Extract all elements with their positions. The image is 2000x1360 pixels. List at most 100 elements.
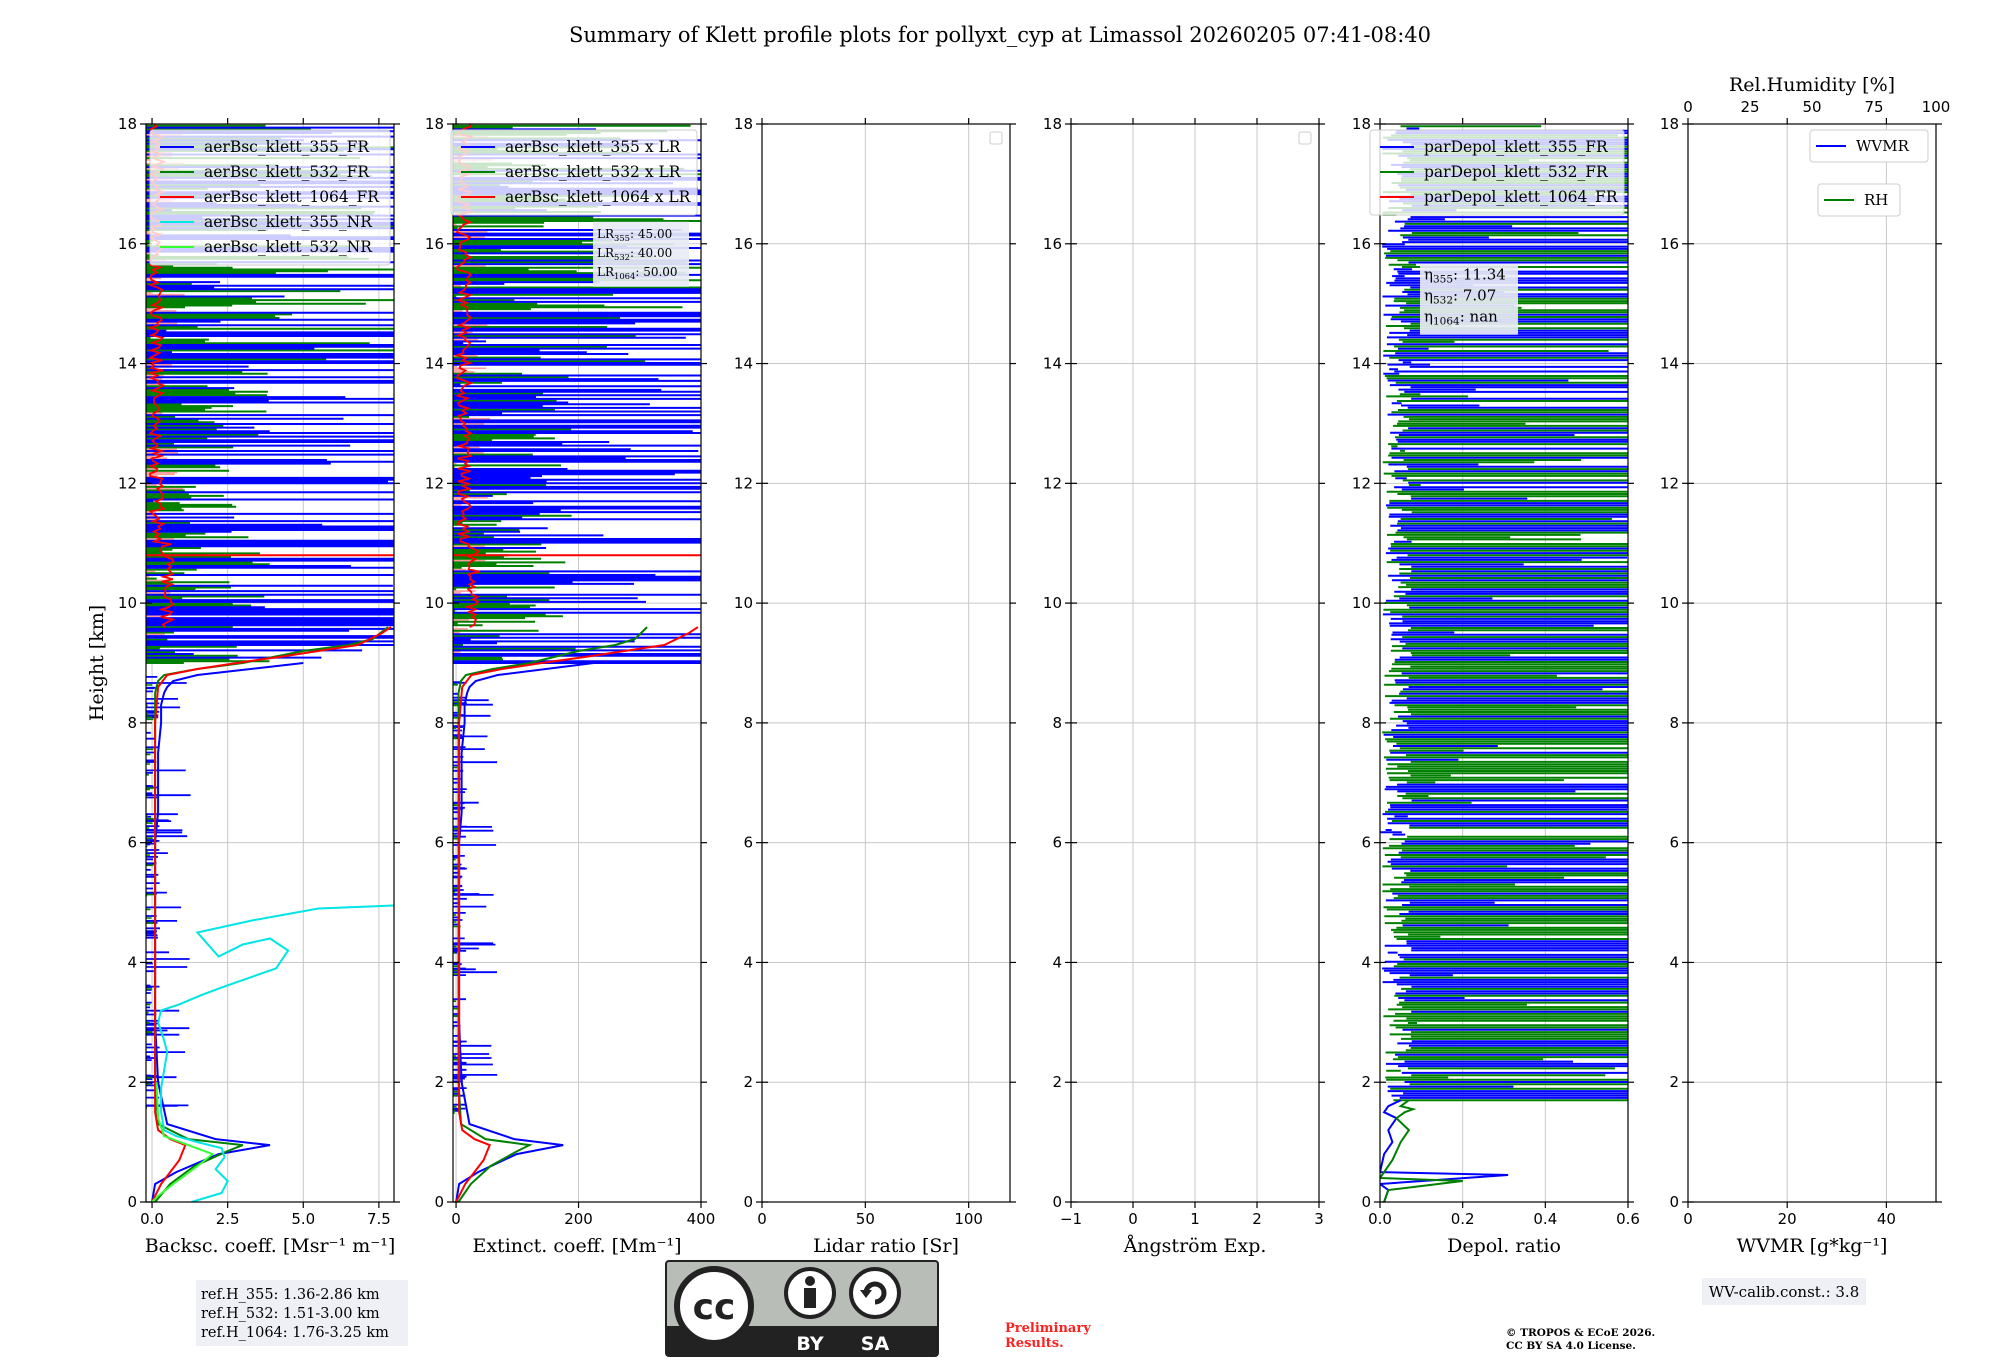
x-tick-label: 0.0 (1368, 1210, 1392, 1228)
x-tick-label: 7.5 (367, 1210, 391, 1228)
y-tick-label: 14 (1352, 355, 1371, 373)
y-tick-label: 12 (734, 474, 753, 492)
x2-tick-label: 75 (1864, 98, 1883, 116)
legend-box (450, 129, 698, 216)
series-aerBsc_klett_355_NR (157, 904, 394, 1202)
y-tick-label: 10 (1043, 594, 1062, 612)
noise-green (1382, 125, 1628, 1102)
y-tick-label: 16 (425, 235, 444, 253)
y-tick-label: 16 (1352, 235, 1371, 253)
x-tick-label: 1 (1190, 1210, 1200, 1228)
svg-text:cc: cc (693, 1287, 736, 1328)
ref-height-1064: ref.H_1064: 1.76-3.25 km (201, 1325, 389, 1341)
y-tick-label: 2 (1669, 1073, 1679, 1091)
cc-logo-icon (674, 1266, 754, 1346)
x-axis-label: Ångström Exp. (1123, 1235, 1267, 1257)
axes-frame (1379, 123, 1629, 1203)
y-tick-label: 4 (1361, 953, 1371, 971)
series-parDepol_klett_355_FR (1380, 1099, 1509, 1202)
copyright-line2: CC BY SA 4.0 License. (1506, 1340, 1636, 1352)
y-tick-label: 6 (1361, 834, 1371, 852)
x-tick-label: 0 (451, 1210, 461, 1228)
cc-license-badge: cc BY SA (665, 1260, 939, 1357)
y-tick-label: 18 (734, 115, 753, 133)
y-tick-label: 16 (118, 235, 137, 253)
x2-axis-label: Rel.Humidity [%] (1729, 74, 1895, 96)
data-layer (453, 124, 701, 1202)
y-tick-label: 6 (1669, 834, 1679, 852)
series-aerBsc_klett_1064 x LR (455, 626, 699, 1202)
legend-label: aerBsc_klett_532_FR (204, 163, 370, 181)
annotation-box (593, 221, 689, 287)
legend-box (1369, 129, 1625, 216)
y-tick-label: 4 (743, 953, 753, 971)
legend-label: parDepol_klett_532_FR (1424, 163, 1609, 181)
y-tick-label: 4 (434, 953, 444, 971)
series-aerBsc_klett_532 x LR (457, 626, 648, 1202)
y-tick-label: 14 (1043, 355, 1062, 373)
preliminary-label-line2: Results. (1005, 1336, 1064, 1351)
x-axis-label: Backsc. coeff. [Msr⁻¹ m⁻¹] (145, 1235, 396, 1257)
annotation-box (1420, 263, 1518, 335)
y-tick-label: 14 (734, 355, 753, 373)
cc-by-label: BY (796, 1333, 823, 1355)
y-tick-label: 2 (1361, 1073, 1371, 1091)
x-tick-label: 0.0 (140, 1210, 164, 1228)
legend-box (149, 129, 391, 266)
x-tick-label: 0.2 (1451, 1210, 1475, 1228)
panel-1: 0 2 4 6 8 10 12 14 16 18 0.0 2.5 5.0 7.5 Backsc. coeff… (86, 115, 400, 1257)
legend-label: WVMR (1856, 137, 1910, 155)
y-tick-label: 14 (1660, 355, 1679, 373)
y-tick-label: 10 (118, 594, 137, 612)
y-tick-label: 0 (127, 1193, 137, 1211)
y-tick-label: 4 (127, 953, 137, 971)
y-tick-label: 18 (1352, 115, 1371, 133)
y-tick-label: 4 (1052, 953, 1062, 971)
copyright-line1: © TROPOS & ECoE 2026. (1506, 1327, 1655, 1339)
figure-title: Summary of Klett profile plots for polly… (569, 23, 1431, 47)
y-tick-label: 4 (1669, 953, 1679, 971)
y-tick-label: 16 (1660, 235, 1679, 253)
x2-tick-label: 0 (1683, 98, 1693, 116)
legend-label: aerBsc_klett_355_NR (204, 213, 373, 231)
annotation-line: LR1064: 50.00 (597, 265, 678, 281)
legend-label: RH (1864, 191, 1888, 209)
x2-tick-label: 100 (1922, 98, 1951, 116)
annotation-line: η355: 11.34 (1424, 266, 1506, 286)
x-axis-label: Extinct. coeff. [Mm⁻¹] (472, 1235, 681, 1257)
x-tick-label: 0.6 (1616, 1210, 1640, 1228)
x-tick-label: 2.5 (216, 1210, 240, 1228)
y-tick-label: 2 (1052, 1073, 1062, 1091)
x-tick-label: 5.0 (291, 1210, 315, 1228)
legend-label: aerBsc_klett_355 x LR (505, 138, 682, 156)
panel-5: 0 2 4 6 8 10 12 14 16 18 0.0 0.2 0.4 0.6 Depol. ratio p… (1352, 115, 1640, 1257)
preliminary-label-line1: Preliminary (1005, 1321, 1091, 1336)
axes-frame (1687, 123, 1937, 1203)
y-tick-label: 12 (425, 474, 444, 492)
legend-label: aerBsc_klett_1064_FR (204, 188, 380, 206)
empty-legend (1298, 131, 1312, 145)
y-tick-label: 8 (127, 714, 137, 732)
y-tick-label: 18 (1660, 115, 1679, 133)
y-tick-label: 12 (1043, 474, 1062, 492)
x-tick-label: −1 (1060, 1210, 1082, 1228)
y-tick-label: 0 (1052, 1193, 1062, 1211)
x-axis-label: Lidar ratio [Sr] (813, 1235, 959, 1257)
y-tick-label: 12 (118, 474, 137, 492)
legend-label: parDepol_klett_1064_FR (1424, 188, 1619, 206)
y-tick-label: 16 (1043, 235, 1062, 253)
noise-low-blue (146, 676, 191, 1107)
legend-box (1809, 129, 1929, 163)
panel-2: 0 2 4 6 8 10 12 14 16 18 0 200 400 Extinct. coeff. [M… (425, 115, 715, 1257)
x-tick-label: 40 (1877, 1210, 1896, 1228)
y-tick-label: 8 (743, 714, 753, 732)
y-tick-label: 8 (1052, 714, 1062, 732)
axes-frame (452, 123, 702, 1203)
y-tick-label: 8 (1669, 714, 1679, 732)
wv-calib-box: WV-calib.const.: 3.8 (1702, 1278, 1866, 1305)
x-tick-label: 20 (1778, 1210, 1797, 1228)
empty-legend (989, 131, 1003, 145)
